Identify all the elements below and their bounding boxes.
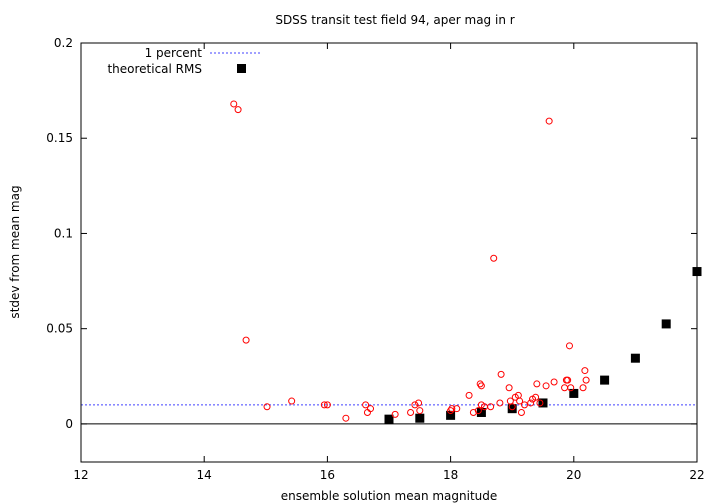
plot-frame (80, 42, 698, 463)
data-point (263, 403, 271, 411)
theoretical-rms-point (507, 404, 517, 414)
theoretical-rms-point (569, 388, 579, 398)
data-point (323, 401, 331, 409)
data-point (242, 336, 250, 344)
theoretical-rms-point (600, 375, 610, 385)
data-point (490, 254, 498, 262)
x-tick-label: 22 (689, 468, 704, 482)
x-tick-label: 14 (197, 468, 212, 482)
x-tick-label: 16 (320, 468, 335, 482)
theoretical-rms-point (446, 410, 456, 420)
data-point (362, 401, 370, 409)
x-tick-label: 20 (566, 468, 581, 482)
data-point (234, 106, 242, 114)
data-point (505, 384, 513, 392)
x-axis-label: ensemble solution mean magnitude (281, 489, 498, 503)
y-axis-label: stdev from mean mag (8, 185, 22, 318)
data-point (550, 378, 558, 386)
x-axis: 12 14 16 18 20 22 (73, 43, 705, 482)
data-point (391, 410, 399, 418)
theoretical-rms-point (384, 414, 394, 424)
data-point (521, 401, 529, 409)
data-point (567, 384, 575, 392)
data-point (582, 376, 590, 384)
data-point (581, 367, 589, 375)
data-point (288, 397, 296, 405)
x-tick-label: 12 (73, 468, 88, 482)
data-point (508, 403, 516, 411)
data-point (565, 342, 573, 350)
y-tick-label: 0 (65, 417, 73, 431)
data-point (411, 401, 419, 409)
data-point (561, 384, 569, 392)
data-point (448, 405, 456, 413)
data-point (536, 399, 544, 407)
data-point (407, 408, 415, 416)
theoretical-rms-point (661, 319, 671, 329)
data-point (533, 380, 541, 388)
data-point (477, 382, 485, 390)
y-tick-label: 0.2 (54, 36, 73, 50)
data-point (474, 407, 482, 415)
y-tick-label: 0.1 (54, 226, 73, 240)
y-tick-label: 0.15 (46, 131, 73, 145)
y-tick-label: 0.05 (46, 322, 73, 336)
data-point (320, 401, 328, 409)
data-point (465, 391, 473, 399)
y-axis: 0 0.05 0.1 0.15 0.2 (46, 36, 697, 431)
data-point (447, 407, 455, 415)
data-point (527, 399, 535, 407)
data-point (516, 397, 524, 405)
data-point (342, 414, 350, 422)
data-point (496, 399, 504, 407)
legend-label-1-percent: 1 percent (145, 46, 203, 60)
data-point (230, 100, 238, 108)
theoretical-rms-point (415, 413, 425, 423)
chart-title: SDSS transit test field 94, aper mag in … (275, 13, 514, 27)
data-point (517, 408, 525, 416)
data-point (367, 405, 375, 413)
data-point (453, 405, 461, 413)
legend-swatch-theoretical-rms (237, 64, 246, 73)
data-point (564, 376, 572, 384)
data-point (542, 382, 550, 390)
theoretical-rms-point (476, 407, 486, 417)
data-point (532, 393, 540, 401)
data-point (415, 399, 423, 407)
data-point (579, 384, 587, 392)
theoretical-rms-point (630, 353, 640, 363)
x-tick-label: 18 (443, 468, 458, 482)
data-point (487, 403, 495, 411)
data-point (545, 117, 553, 125)
data-point (363, 408, 371, 416)
data-point (416, 407, 424, 415)
legend-label-theoretical-rms: theoretical RMS (107, 62, 202, 76)
legend: 1 percent theoretical RMS (107, 46, 260, 76)
data-point (476, 380, 484, 388)
plot-area (81, 100, 702, 425)
data-point (497, 370, 505, 378)
